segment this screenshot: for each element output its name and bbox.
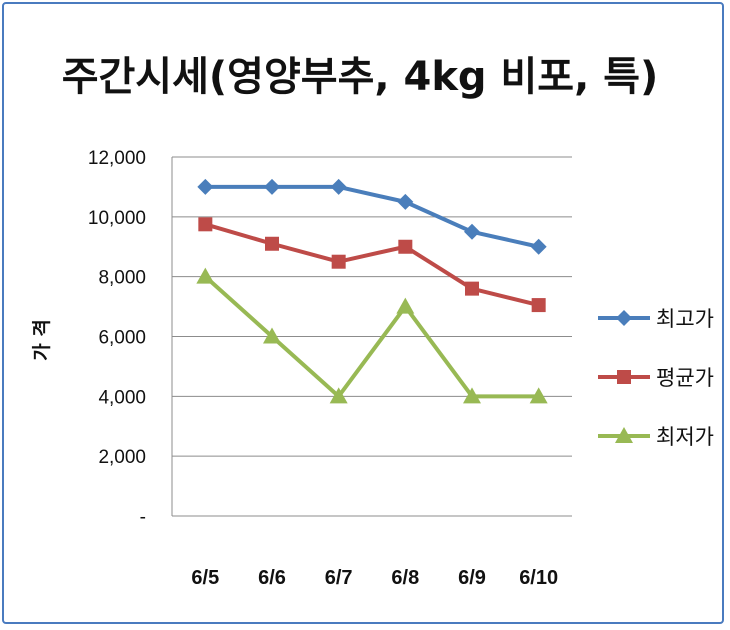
series-2 [198, 217, 546, 313]
gridlines [171, 156, 572, 517]
y-axis-ticks: - 2,000 4,000 6,000 8,000 10,000 12,000 [88, 148, 146, 528]
data-point [529, 387, 548, 404]
chart-frame [2, 2, 724, 624]
y-tick-label: - [140, 507, 146, 528]
x-tick-label: 6/9 [458, 567, 486, 589]
series-3 [196, 267, 548, 404]
legend-label: 최고가 [656, 307, 714, 331]
legend-item: 최고가 [598, 307, 714, 331]
series-group [196, 178, 548, 404]
data-point [196, 267, 215, 284]
x-tick-label: 6/5 [191, 567, 219, 589]
y-tick-label: 10,000 [88, 208, 146, 229]
data-point [530, 238, 547, 255]
data-point [331, 254, 346, 269]
x-axis-ticks: 6/5 6/6 6/7 6/8 6/9 6/10 [191, 567, 558, 589]
y-tick-label: 4,000 [98, 387, 146, 408]
data-point [396, 297, 415, 314]
series-line [205, 184, 540, 249]
data-point [465, 281, 479, 296]
series-line [204, 222, 540, 308]
y-tick-label: 2,000 [98, 447, 146, 468]
data-point [397, 193, 414, 210]
series-line [203, 275, 539, 399]
x-tick-label: 6/10 [519, 567, 558, 589]
series-1 [197, 178, 547, 255]
x-tick-label: 6/6 [258, 567, 286, 589]
y-axis-label: 가 격 [31, 319, 53, 361]
legend-label: 최저가 [656, 425, 714, 449]
legend-item: 최저가 [598, 425, 714, 449]
data-point [198, 217, 213, 232]
data-point [464, 223, 480, 240]
legend-marker [615, 427, 633, 443]
y-tick-label: 8,000 [98, 268, 146, 289]
data-point [330, 178, 347, 195]
x-tick-label: 6/7 [325, 567, 353, 589]
data-point [197, 178, 214, 195]
legend-marker [616, 310, 632, 326]
data-point [531, 298, 546, 313]
y-tick-label: 6,000 [98, 328, 146, 349]
legend-marker [617, 370, 631, 384]
legend-label: 평균가 [656, 366, 714, 390]
data-point [263, 327, 281, 344]
legend-item: 평균가 [598, 366, 714, 390]
data-point [398, 239, 413, 254]
x-tick-label: 6/8 [391, 567, 419, 589]
data-point [463, 387, 481, 404]
data-point [265, 236, 279, 251]
data-point [329, 387, 348, 404]
chart-title: 주간시세(영양부추, 4kg 비포, 특) [62, 54, 659, 100]
y-tick-label: 12,000 [88, 148, 146, 169]
data-point [264, 178, 280, 195]
